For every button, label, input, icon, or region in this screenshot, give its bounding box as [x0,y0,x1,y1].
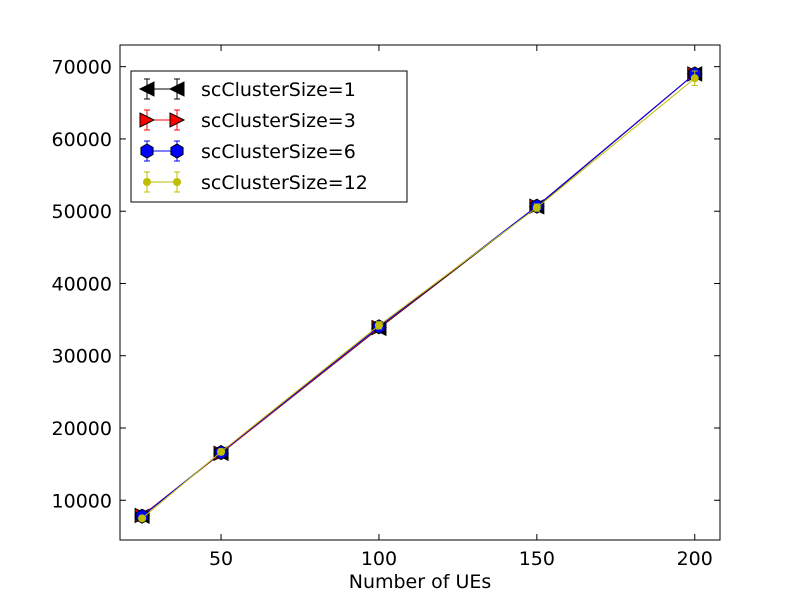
data-point [173,178,181,186]
y-tick-label: 60000 [52,129,112,151]
data-point [170,143,184,159]
data-point [138,514,147,523]
y-tick-label: 10000 [52,490,112,512]
data-point [143,178,151,186]
plot-frame [119,44,721,541]
x-tick-label: 100 [361,548,397,570]
legend-entry: scClusterSize=3 [139,109,356,132]
legend-label: scClusterSize=3 [201,110,356,132]
legend-entry: scClusterSize=1 [138,78,356,101]
data-point [139,112,156,128]
data-point [140,143,154,159]
data-point [690,74,699,83]
legend-entry: scClusterSize=6 [140,140,356,163]
y-tick-label: 70000 [52,57,112,79]
x-tick-label: 150 [519,548,555,570]
data-point [138,81,155,97]
data-point [169,112,186,128]
data-point [532,203,541,212]
data-point [374,321,383,330]
x-tick-label: 200 [677,548,713,570]
series-layer [133,66,703,524]
series-4 [138,70,699,523]
data-point [168,81,185,97]
y-tick-label: 30000 [52,346,112,368]
legend-label: scClusterSize=6 [201,141,356,163]
y-tick-label: 40000 [52,273,112,295]
ticks-layer: 50 100 150 200 10000 20000 30000 40000 50000 6000… [52,45,720,570]
x-axis-label: Number of UEs [349,571,492,593]
y-tick-label: 50000 [52,201,112,223]
legend: scClusterSize=1 scClusterSize=3 scClusterS… [130,70,408,203]
y-tick-label: 20000 [52,418,112,440]
data-point [217,447,226,456]
legend-label: scClusterSize=1 [201,79,356,101]
legend-label: scClusterSize=12 [201,172,368,194]
x-tick-label: 50 [209,548,233,570]
legend-entry: scClusterSize=12 [143,171,368,194]
